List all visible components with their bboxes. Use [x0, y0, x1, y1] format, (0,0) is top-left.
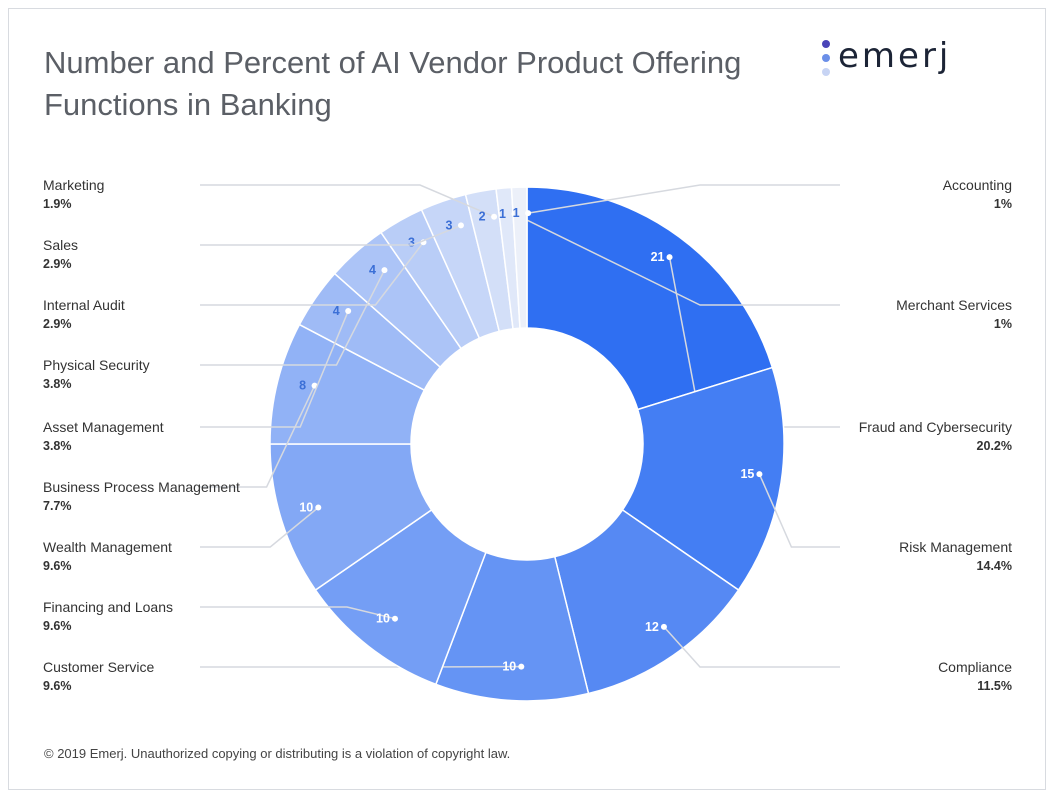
- slice-fraud-and-cybersecurity: [526, 186, 774, 411]
- leader-line: [200, 269, 386, 366]
- value-label-marketing: 2: [479, 210, 486, 224]
- leader-line: [663, 626, 840, 668]
- value-label-wealth-management: 10: [299, 501, 313, 515]
- value-label-compliance: 12: [645, 620, 659, 634]
- leader-dot: [345, 308, 352, 315]
- leader-dot: [525, 210, 532, 217]
- slice-name-compliance: Compliance: [938, 659, 1012, 675]
- slice-percent-merchant-services: 1%: [994, 317, 1012, 331]
- slice-name-accounting: Accounting: [943, 177, 1012, 193]
- slice-percent-risk-management: 14.4%: [977, 559, 1012, 573]
- value-label-asset-management: 4: [333, 304, 340, 318]
- leader-line: [200, 184, 495, 218]
- leader-dot: [457, 222, 464, 229]
- slice-percent-business-process-management: 7.7%: [43, 499, 72, 513]
- slice-name-risk-management: Risk Management: [899, 539, 1012, 555]
- leader-line: [200, 506, 319, 548]
- value-label-sales: 3: [445, 218, 452, 232]
- copyright-footer: © 2019 Emerj. Unauthorized copying or di…: [44, 746, 511, 761]
- logo-dot-icon: [822, 40, 830, 48]
- leader-line: [200, 385, 316, 488]
- leader-line: [528, 184, 840, 214]
- slice-name-merchant-services: Merchant Services: [896, 297, 1012, 313]
- leader-line: [200, 606, 396, 620]
- leader-dot: [491, 213, 498, 220]
- slice-name-marketing: Marketing: [43, 177, 104, 193]
- slice-percent-sales: 2.9%: [43, 257, 72, 271]
- value-label-risk-management: 15: [740, 467, 754, 481]
- value-label-fraud-and-cybersecurity: 21: [651, 250, 665, 264]
- leader-line: [200, 310, 349, 428]
- slice-percent-accounting: 1%: [994, 197, 1012, 211]
- slice-risk-management: [621, 366, 785, 592]
- leader-dot: [756, 471, 763, 478]
- slice-percent-fraud-and-cybersecurity: 20.2%: [977, 439, 1012, 453]
- donut-hole: [411, 328, 643, 560]
- slice-name-fraud-and-cybersecurity: Fraud and Cybersecurity: [859, 419, 1012, 435]
- value-label-financing-and-loans: 10: [376, 612, 390, 626]
- value-label-internal-audit: 3: [408, 235, 415, 249]
- leader-dot: [666, 254, 673, 261]
- slice-name-internal-audit: Internal Audit: [43, 297, 125, 313]
- slice-percent-wealth-management: 9.6%: [43, 559, 72, 573]
- value-label-accounting: 1: [513, 206, 520, 220]
- chart-title: Number and Percent of AI Vendor Product …: [44, 45, 742, 122]
- leader-line: [200, 224, 462, 246]
- slice-name-financing-and-loans: Financing and Loans: [43, 599, 173, 615]
- leader-line: [514, 213, 840, 306]
- value-label-business-process-management: 8: [299, 379, 306, 393]
- slice-name-asset-management: Asset Management: [43, 419, 164, 435]
- slice-name-business-process-management: Business Process Management: [43, 479, 240, 495]
- slice-percent-financing-and-loans: 9.6%: [43, 619, 72, 633]
- leader-dot: [660, 623, 667, 630]
- leader-line: [200, 241, 425, 306]
- leader-line: [758, 473, 840, 548]
- leader-dot: [381, 267, 388, 274]
- slice-name-wealth-management: Wealth Management: [43, 539, 172, 555]
- slice-percent-customer-service: 9.6%: [43, 679, 72, 693]
- slice-percent-internal-audit: 2.9%: [43, 317, 72, 331]
- logo-text: emerj: [838, 36, 952, 76]
- slice-percent-marketing: 1.9%: [43, 197, 72, 211]
- leader-dot: [315, 504, 322, 511]
- leader-dot: [392, 615, 399, 622]
- slice-name-customer-service: Customer Service: [43, 659, 154, 675]
- value-label-merchant-services: 1: [499, 207, 506, 221]
- slice-percent-asset-management: 3.8%: [43, 439, 72, 453]
- slice-percent-compliance: 11.5%: [977, 679, 1012, 693]
- leader-dot: [518, 663, 525, 670]
- logo-dot-icon: [822, 54, 830, 62]
- emerj-logo: emerj: [820, 36, 1020, 84]
- value-label-customer-service: 10: [502, 660, 516, 674]
- value-label-physical-security: 4: [369, 263, 376, 277]
- slice-name-physical-security: Physical Security: [43, 357, 150, 373]
- logo-dot-icon: [822, 68, 830, 76]
- slice-percent-physical-security: 3.8%: [43, 377, 72, 391]
- slice-name-sales: Sales: [43, 237, 78, 253]
